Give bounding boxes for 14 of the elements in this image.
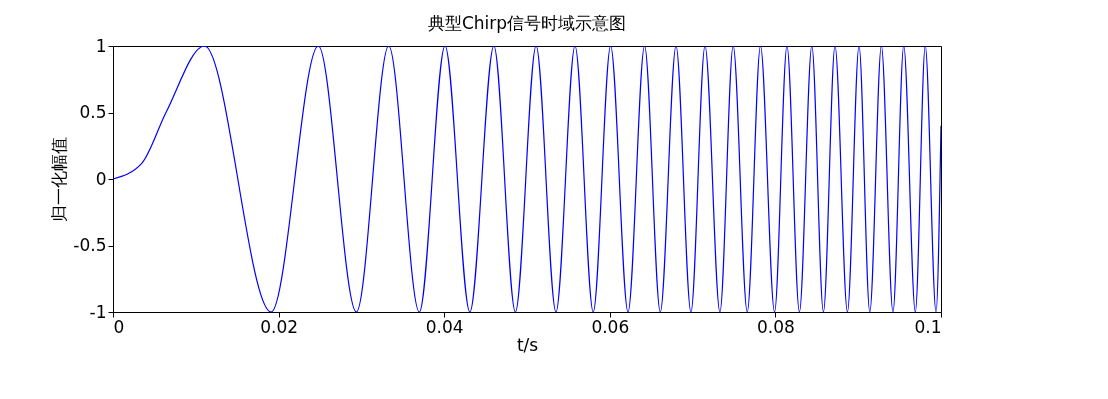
- chart-title: 典型Chirp信号时域示意图: [427, 13, 627, 33]
- y-axis-title: 归一化幅值: [49, 137, 70, 222]
- y-tick-label: -1: [89, 301, 107, 322]
- y-tick-label: 0: [95, 168, 107, 189]
- x-tick-label: 0.08: [756, 316, 795, 337]
- y-tick-label: 1: [95, 35, 107, 56]
- x-tick-label: 0.02: [260, 316, 299, 337]
- y-tick-label: -0.5: [73, 235, 107, 255]
- x-tick-label: 0.1: [914, 316, 942, 337]
- x-tick-label: 0.06: [591, 316, 630, 337]
- y-tick-label: 0.5: [79, 102, 107, 122]
- x-tick-label: 0: [113, 316, 125, 337]
- x-tick-label: 0.04: [425, 316, 464, 337]
- x-axis-title: t/s: [516, 334, 539, 355]
